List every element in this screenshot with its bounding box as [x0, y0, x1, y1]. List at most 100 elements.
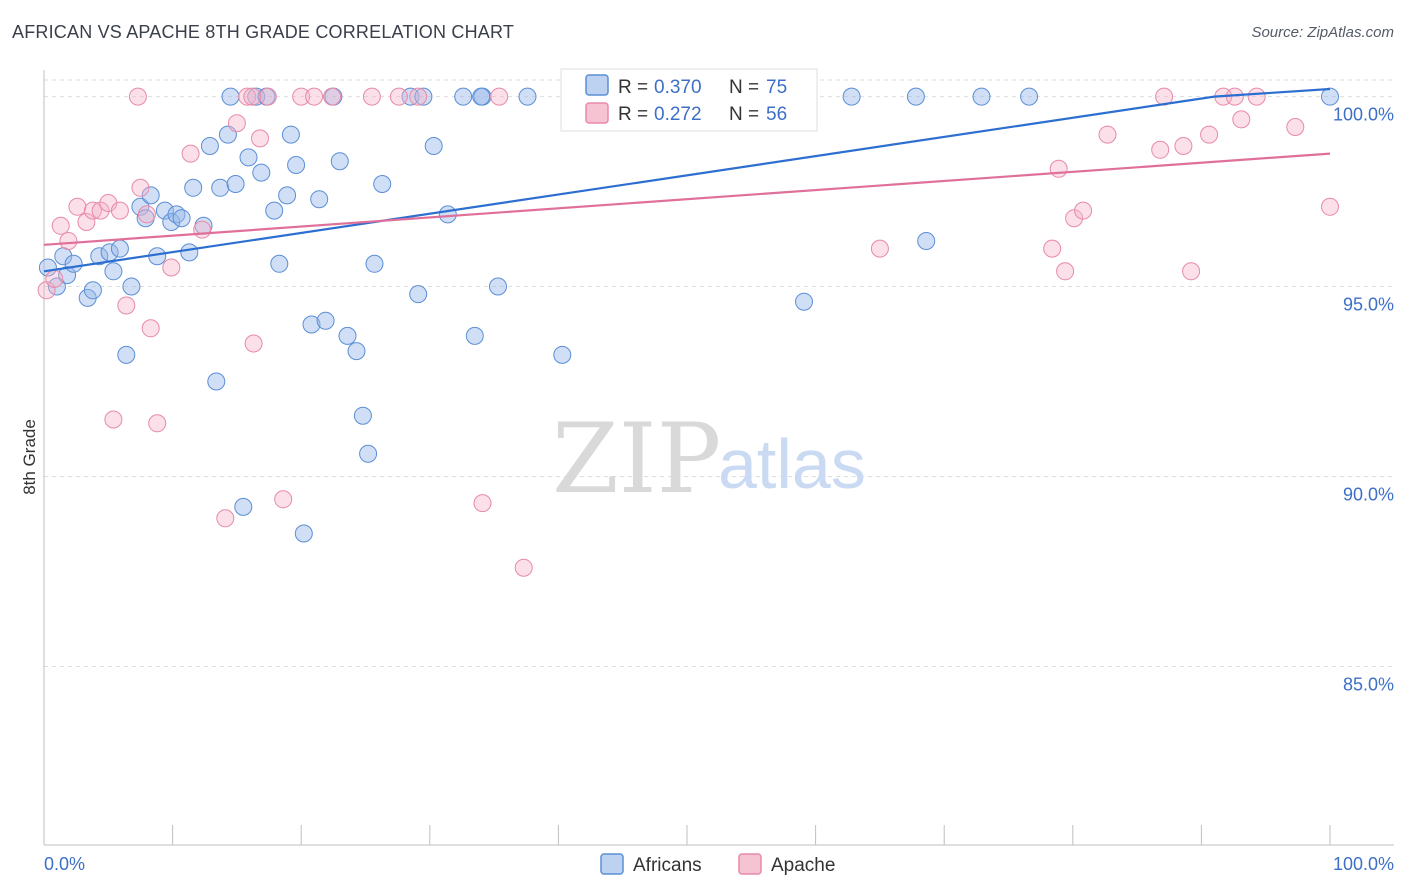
bottom-legend-africans-label: Africans: [633, 855, 702, 876]
africans-point: [310, 190, 329, 209]
apache-point: [1098, 125, 1117, 144]
legend-n-value-1: 75: [766, 77, 787, 98]
africans-point: [252, 163, 271, 182]
watermark-atlas: atlas: [718, 425, 866, 503]
apache-point: [514, 558, 533, 577]
africans-point: [906, 87, 925, 106]
watermark-zip: ZIP: [552, 403, 721, 515]
africans-point: [239, 148, 258, 167]
apache-point: [91, 201, 110, 220]
africans-point: [265, 201, 284, 220]
scatter-points: [37, 87, 1339, 577]
africans-point: [117, 345, 136, 364]
africans-point: [1020, 87, 1039, 106]
africans-point: [211, 178, 230, 197]
apache-point: [389, 87, 408, 106]
y-tick-label: 90.0%: [1343, 484, 1394, 504]
africans-point: [302, 315, 321, 334]
axes: [43, 70, 1394, 846]
apache-point: [1065, 209, 1084, 228]
africans-point: [465, 326, 484, 345]
africans-point: [330, 152, 349, 171]
y-tick-label: 85.0%: [1343, 674, 1394, 694]
apache-point: [243, 87, 262, 106]
africans-point: [104, 262, 123, 281]
africans-point: [917, 232, 936, 250]
legend-africans-swatch: [585, 74, 609, 96]
y-axis-label: 8th Grade: [20, 419, 39, 495]
apache-point: [117, 296, 136, 315]
apache-point: [216, 509, 235, 528]
apache-point: [244, 334, 263, 353]
apache-point: [409, 87, 428, 106]
africans-point: [180, 243, 199, 262]
africans-point: [221, 87, 240, 106]
apache-point: [1200, 125, 1219, 144]
apache-point: [68, 197, 87, 216]
africans-point: [1321, 87, 1339, 106]
apache-point: [83, 201, 102, 220]
x-tick-label: 100.0%: [1333, 854, 1394, 874]
apache-point: [1321, 197, 1339, 216]
africans-point: [359, 444, 378, 463]
africans-point: [795, 292, 813, 311]
apache-point: [362, 87, 381, 106]
legend-n-label-1: N =: [729, 77, 759, 98]
africans-point: [409, 285, 428, 304]
apache-point: [128, 87, 147, 106]
apache-point: [258, 87, 277, 106]
africans-point: [438, 205, 457, 224]
africans-point: [38, 258, 57, 277]
bottom-legend-apache-swatch: [738, 853, 762, 875]
africans-point: [278, 186, 297, 205]
apache-point: [1182, 262, 1201, 281]
apache-point: [193, 220, 212, 239]
apache-point: [1174, 137, 1193, 155]
africans-point: [424, 137, 443, 155]
apache-point: [305, 87, 324, 106]
apache-point: [1247, 87, 1266, 106]
africans-point: [226, 175, 245, 193]
apache-point: [251, 129, 269, 148]
africans-point: [155, 201, 174, 220]
apache-point: [870, 239, 889, 258]
apache-point: [490, 87, 509, 106]
apache-point: [274, 490, 293, 509]
x-tick-label: 0.0%: [44, 854, 85, 874]
apache-point: [131, 178, 150, 197]
africans-trend-line: [43, 87, 1331, 273]
africans-point: [338, 326, 357, 345]
legend-r-value-2: 0.272: [654, 104, 702, 125]
africans-point: [83, 281, 102, 300]
africans-point: [234, 497, 253, 516]
apache-point: [1074, 201, 1093, 220]
apache-point: [148, 414, 167, 433]
apache-point: [1043, 239, 1062, 258]
africans-point: [316, 311, 335, 330]
apache-point: [238, 87, 257, 106]
africans-point: [200, 137, 219, 155]
apache-point: [1286, 118, 1305, 136]
apache-point: [110, 201, 129, 220]
africans-point: [518, 87, 537, 106]
apache-point: [292, 87, 311, 106]
bottom-legend-apache-label: Apache: [771, 855, 835, 876]
apache-point: [181, 144, 200, 163]
legend-r-label-1: R =: [618, 77, 648, 98]
chart-title: AFRICAN VS APACHE 8TH GRADE CORRELATION …: [12, 22, 515, 42]
africans-point: [454, 87, 473, 106]
apache-point: [473, 494, 492, 513]
legend-r-label-2: R =: [618, 104, 648, 125]
legend-box: R = 0.370 N = 75 R = 0.272 N = 56: [560, 68, 818, 132]
africans-point: [281, 125, 300, 144]
africans-point: [472, 87, 491, 106]
legend-apache-swatch: [585, 102, 609, 124]
apache-point: [77, 213, 96, 231]
trend-lines: [43, 87, 1331, 273]
africans-point: [131, 197, 150, 216]
source-note: Source: ZipAtlas.com: [1251, 24, 1394, 41]
apache-point: [51, 216, 70, 235]
apache-point: [59, 232, 78, 250]
africans-point: [141, 186, 160, 205]
